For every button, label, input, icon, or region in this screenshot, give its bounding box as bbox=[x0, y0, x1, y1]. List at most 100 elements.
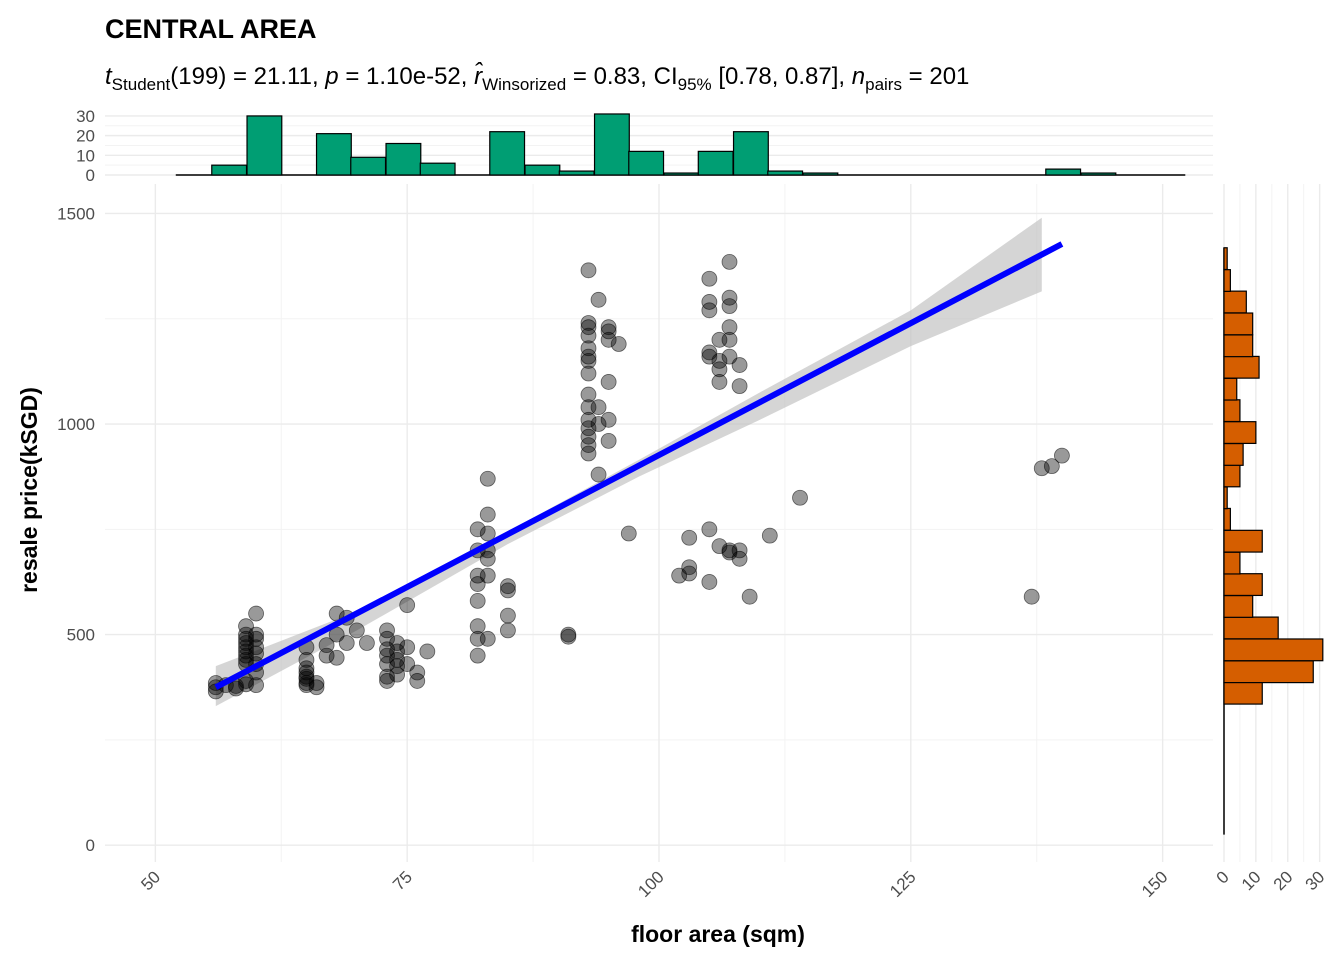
x-hist-bar bbox=[211, 164, 248, 176]
y-hist-bar bbox=[1223, 638, 1324, 662]
scatter-point bbox=[792, 489, 808, 506]
scatter-point bbox=[711, 538, 728, 555]
scatter-point bbox=[580, 352, 597, 369]
scatter-point bbox=[500, 578, 516, 595]
scatter-point bbox=[379, 656, 395, 672]
scatter-point bbox=[721, 319, 738, 336]
scatter-point bbox=[238, 651, 254, 668]
scatter-point bbox=[389, 658, 406, 675]
scatter-point bbox=[308, 675, 325, 691]
y-hist-bar bbox=[1223, 660, 1314, 684]
scatter-point bbox=[721, 331, 738, 348]
y-hist-bar bbox=[1223, 355, 1260, 379]
scatter-point bbox=[379, 673, 395, 689]
scatter-point bbox=[389, 666, 406, 683]
x-tick-label: 125 bbox=[886, 867, 919, 900]
scatter-point bbox=[389, 635, 406, 651]
y-hist-tick-label: 20 bbox=[1270, 867, 1297, 894]
x-hist-bar bbox=[593, 113, 630, 176]
x-tick-label: 75 bbox=[389, 867, 416, 894]
scatter-point bbox=[469, 618, 486, 635]
scatter-point bbox=[731, 378, 748, 395]
x-hist-tick-label: 10 bbox=[76, 146, 95, 165]
x-hist-tick-label: 30 bbox=[76, 107, 95, 126]
scatter-point bbox=[761, 527, 778, 544]
scatter-point bbox=[731, 357, 748, 373]
scatter-point bbox=[580, 327, 597, 344]
scatter-point bbox=[580, 262, 597, 279]
y-hist-bar bbox=[1223, 681, 1263, 705]
y-histogram: 0 10 20 30 bbox=[1213, 184, 1329, 894]
scatter-point bbox=[590, 291, 607, 308]
x-hist-bar bbox=[663, 172, 700, 176]
scatter-point bbox=[469, 647, 486, 664]
x-hist-bar bbox=[802, 172, 839, 176]
y-hist-tick-label: 30 bbox=[1302, 867, 1329, 894]
scatter-point bbox=[610, 336, 627, 352]
x-axis-label: floor area (sqm) bbox=[631, 921, 805, 947]
y-hist-bar bbox=[1223, 464, 1241, 488]
x-hist-bar bbox=[1080, 172, 1117, 176]
scatter-point bbox=[248, 605, 264, 622]
y-hist-bar bbox=[1223, 442, 1244, 466]
scatter-point bbox=[711, 352, 728, 369]
scatter-point bbox=[379, 668, 395, 685]
scatter-point bbox=[399, 639, 416, 656]
scatter-point bbox=[681, 529, 698, 546]
x-hist-tick-label: 0 bbox=[86, 166, 95, 185]
scatter-point bbox=[1033, 460, 1050, 477]
scatter-point bbox=[248, 626, 264, 643]
x-hist-bar bbox=[628, 150, 665, 176]
scatter-point bbox=[379, 622, 395, 639]
scatter-point bbox=[500, 622, 516, 639]
y-hist-bar bbox=[1223, 399, 1241, 423]
scatter-point bbox=[590, 466, 607, 483]
scatter-point bbox=[479, 550, 496, 567]
x-tick-label: 100 bbox=[634, 867, 667, 900]
scatter-point bbox=[580, 365, 597, 382]
scatter-point bbox=[590, 399, 607, 416]
regression-line bbox=[214, 241, 1064, 690]
scatter-point bbox=[479, 567, 496, 584]
y-tick-label: 1500 bbox=[57, 204, 95, 223]
scatter-point bbox=[409, 673, 426, 689]
x-hist-bar bbox=[697, 150, 734, 176]
y-hist-bar bbox=[1223, 377, 1238, 401]
x-hist-bar bbox=[558, 170, 595, 176]
scatter-point bbox=[580, 348, 597, 365]
scatter-point bbox=[399, 597, 416, 614]
scatter-point bbox=[469, 593, 486, 609]
scatter-point bbox=[681, 565, 698, 582]
scatter-point bbox=[600, 331, 617, 348]
y-hist-bar bbox=[1223, 312, 1254, 336]
y-axis-label: resale price(kSGD) bbox=[16, 387, 42, 593]
scatter-point bbox=[590, 416, 607, 432]
y-hist-tick-label: 10 bbox=[1238, 867, 1265, 894]
scatter-point bbox=[238, 643, 254, 660]
scatter-point bbox=[308, 679, 325, 696]
y-hist-bar bbox=[1223, 290, 1247, 314]
scatter-point bbox=[469, 521, 486, 538]
confidence-band bbox=[215, 217, 1042, 707]
x-hist-bar bbox=[767, 170, 804, 176]
x-hist-bar bbox=[385, 142, 422, 176]
scatter-point bbox=[701, 574, 718, 590]
scatter-point bbox=[600, 319, 617, 336]
scatter-point bbox=[500, 582, 516, 599]
scatter-point bbox=[248, 677, 264, 694]
x-tick-label: 150 bbox=[1138, 867, 1171, 900]
x-hist-bar bbox=[732, 131, 769, 176]
x-hist-bar bbox=[315, 133, 352, 176]
chart-title: CENTRAL AREA bbox=[105, 14, 317, 44]
scatter-point bbox=[721, 289, 738, 306]
y-hist-bar bbox=[1223, 616, 1279, 640]
y-hist-bar bbox=[1223, 269, 1231, 292]
x-hist-tick-label: 20 bbox=[76, 127, 95, 146]
scatter-point bbox=[580, 340, 597, 357]
y-hist-tick-label: 0 bbox=[1213, 867, 1233, 887]
y-hist-bar bbox=[1223, 551, 1241, 575]
scatter-point bbox=[600, 374, 617, 390]
scatter-point bbox=[701, 270, 718, 287]
